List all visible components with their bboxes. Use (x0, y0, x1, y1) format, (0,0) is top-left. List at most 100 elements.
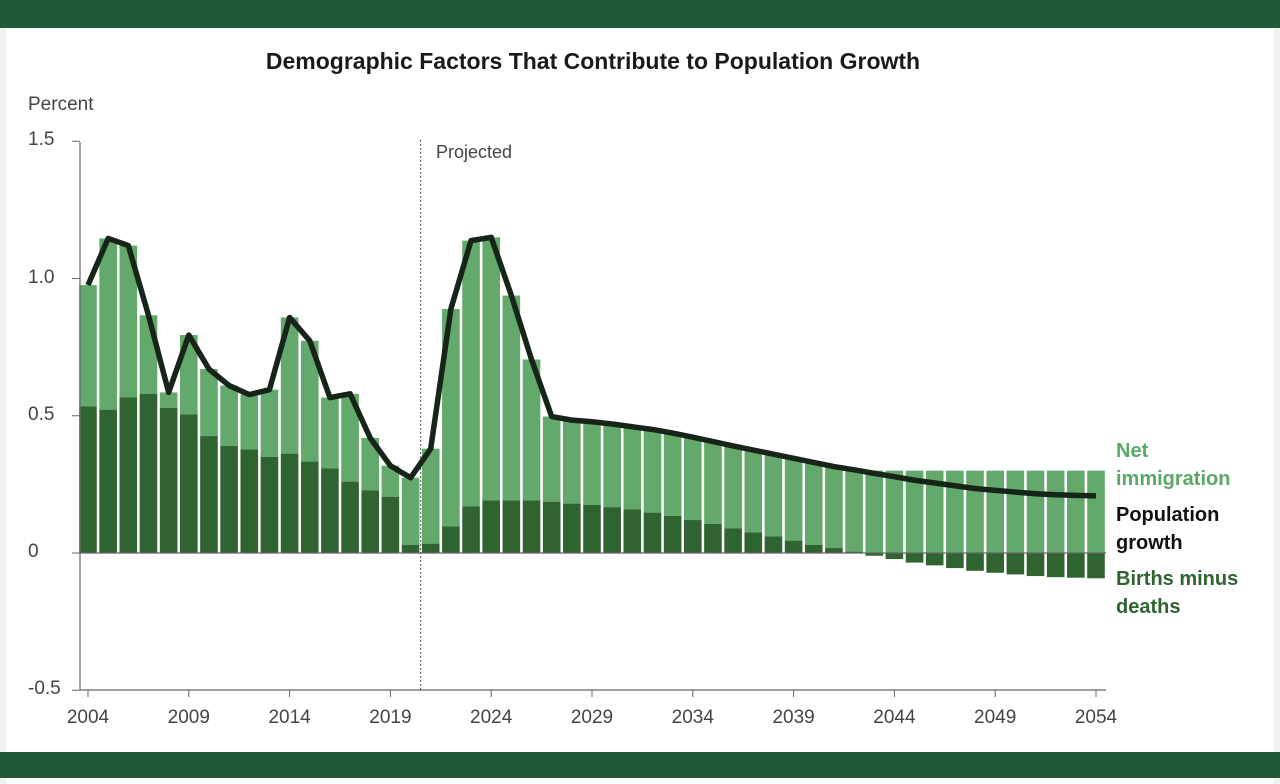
bar-births-minus-deaths (986, 553, 1004, 573)
x-tick-label: 2049 (974, 707, 1017, 728)
bar-births-minus-deaths (603, 507, 621, 553)
bar-net-immigration (220, 385, 238, 446)
bar-net-immigration (260, 389, 279, 457)
legend-population-growth: Population growth (1116, 501, 1219, 557)
bar-net-immigration (341, 393, 359, 482)
x-tick-label: 2044 (873, 707, 916, 728)
x-tick-label: 2039 (772, 707, 815, 728)
bar-births-minus-deaths (321, 468, 339, 553)
x-tick-label: 2014 (268, 707, 311, 728)
bar-net-immigration (1006, 470, 1025, 553)
bar-net-immigration (119, 245, 138, 398)
bar-net-immigration (966, 470, 984, 553)
bar-net-immigration (159, 392, 178, 408)
bar-net-immigration (502, 295, 521, 501)
bar-births-minus-deaths (865, 553, 884, 556)
bar-births-minus-deaths (1067, 553, 1085, 578)
legend-label: immigration (1116, 468, 1231, 490)
x-tick-label: 2054 (1074, 707, 1118, 728)
bar-births-minus-deaths (583, 504, 601, 553)
bar-net-immigration (321, 397, 339, 469)
bar-net-immigration (542, 416, 561, 502)
bar-births-minus-deaths (825, 548, 843, 553)
chart-title: Demographic Factors That Contribute to P… (265, 48, 921, 74)
bar-births-minus-deaths (1006, 553, 1025, 575)
bar-births-minus-deaths (643, 512, 662, 553)
bar-net-immigration (401, 477, 420, 545)
bar-births-minus-deaths (401, 544, 420, 553)
bar-net-immigration (482, 237, 500, 501)
y-tick-label: 0.5 (28, 403, 55, 425)
bar-births-minus-deaths (1046, 553, 1065, 578)
legend-births-minus-deaths: Births minus deaths (1116, 565, 1238, 621)
bar-births-minus-deaths (240, 449, 259, 553)
bar-births-minus-deaths (220, 445, 238, 553)
x-tick-label: 2034 (671, 707, 714, 728)
bar-births-minus-deaths (442, 526, 460, 553)
bar-births-minus-deaths (361, 490, 380, 553)
bar-births-minus-deaths (482, 500, 500, 553)
bar-net-immigration (381, 465, 400, 497)
legend-label: Population (1116, 504, 1220, 526)
y-tick-label: -0.5 (28, 678, 61, 700)
legend-label: Births minus (1116, 568, 1239, 590)
bar-births-minus-deaths (764, 536, 783, 553)
projected-label: Projected (436, 142, 513, 162)
bar-net-immigration (139, 315, 158, 394)
bar-net-immigration (603, 423, 621, 508)
bar-births-minus-deaths (623, 509, 642, 553)
bar-net-immigration (643, 429, 662, 513)
bar-net-immigration (280, 317, 299, 454)
x-tick-label: 2009 (167, 707, 210, 728)
bar-net-immigration (804, 462, 823, 545)
bar-net-immigration (99, 238, 117, 410)
bar-births-minus-deaths (79, 406, 97, 553)
population-growth-line (85, 234, 1097, 499)
legend-label: deaths (1116, 596, 1181, 618)
bar-births-minus-deaths (280, 453, 299, 553)
bar-births-minus-deaths (260, 456, 279, 553)
y-tick-label: 0 (28, 541, 39, 562)
bar-births-minus-deaths (946, 553, 964, 569)
bar-births-minus-deaths (925, 553, 944, 566)
bar-net-immigration (663, 433, 682, 516)
y-tick-label: 1.0 (28, 266, 55, 288)
bar-births-minus-deaths (139, 393, 158, 553)
bar-births-minus-deaths (180, 414, 198, 553)
bar-births-minus-deaths (966, 553, 984, 571)
bar-net-immigration (563, 420, 581, 504)
bar-births-minus-deaths (381, 496, 400, 553)
bar-births-minus-deaths (542, 501, 561, 553)
legend-label: Net (1116, 440, 1149, 462)
bar-net-immigration (704, 441, 722, 524)
bar-births-minus-deaths (704, 523, 722, 553)
bar-net-immigration (946, 470, 964, 553)
bar-net-immigration (724, 445, 742, 529)
bar-births-minus-deaths (885, 553, 904, 560)
bar-net-immigration (442, 308, 460, 527)
bar-net-immigration (764, 454, 783, 537)
top-band (0, 0, 1280, 28)
bar-net-immigration (583, 421, 601, 505)
bar-births-minus-deaths (663, 515, 682, 553)
bar-net-immigration (865, 470, 884, 553)
bar-net-immigration (522, 359, 541, 501)
bar-births-minus-deaths (300, 461, 319, 553)
bar-births-minus-deaths (341, 481, 359, 553)
bottom-band (0, 752, 1280, 778)
bar-net-immigration (744, 450, 763, 533)
bar-net-immigration (1067, 470, 1085, 553)
x-tick-label: 2019 (369, 707, 412, 728)
bar-net-immigration (925, 470, 944, 553)
bar-births-minus-deaths (200, 436, 218, 553)
bar-net-immigration (1026, 470, 1045, 553)
bar-net-immigration (905, 470, 924, 553)
bar-births-minus-deaths (502, 500, 521, 553)
bar-net-immigration (986, 470, 1004, 553)
bar-births-minus-deaths (845, 551, 863, 553)
bar-net-immigration (684, 437, 702, 521)
bar-net-immigration (300, 340, 319, 462)
bar-net-immigration (623, 426, 642, 510)
bar-births-minus-deaths (1026, 553, 1045, 577)
